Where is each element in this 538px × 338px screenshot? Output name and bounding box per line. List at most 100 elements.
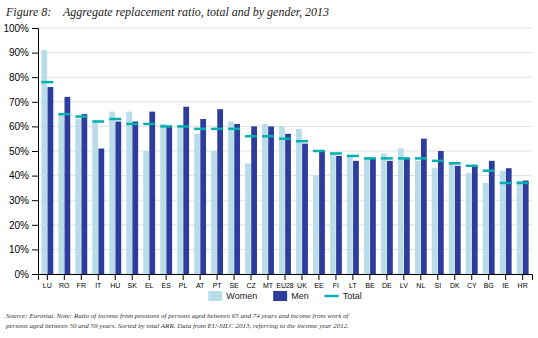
tick-mark — [234, 274, 235, 280]
total-tick — [75, 115, 87, 118]
tick: EU28 — [276, 274, 294, 289]
tick-label: 20% — [9, 220, 29, 231]
tick-mark — [403, 274, 404, 280]
total-tick — [160, 125, 172, 128]
bar — [466, 173, 472, 274]
chart: Figure 8: Aggregate replacement ratio, t… — [0, 0, 538, 338]
tick-label: CZ — [246, 282, 256, 289]
tick-label: PT — [213, 282, 223, 289]
tick: BG — [484, 274, 494, 289]
bar — [217, 109, 223, 274]
bar — [449, 163, 455, 274]
total-tick — [296, 140, 308, 143]
bar — [500, 171, 506, 274]
total-tick — [449, 162, 461, 165]
tick-mark — [352, 274, 353, 280]
bar — [438, 151, 444, 274]
tick: 10% — [9, 244, 38, 255]
legend-item: Women — [208, 291, 257, 301]
tick-mark — [488, 274, 489, 280]
bar — [109, 112, 115, 274]
tick-label: 60% — [9, 121, 29, 132]
tick-series — [41, 82, 528, 183]
tick-mark — [32, 77, 38, 78]
marks — [41, 50, 528, 274]
tick: MT — [263, 274, 274, 289]
tick: EE — [314, 274, 324, 289]
tick-mark — [454, 274, 455, 280]
tick: RO — [59, 274, 70, 289]
total-tick — [500, 182, 512, 185]
tick-mark — [81, 274, 82, 280]
bar — [336, 156, 342, 274]
tick-label: IE — [502, 282, 509, 289]
tick-label: 70% — [9, 97, 29, 108]
legend: WomenMenTotal — [208, 291, 361, 301]
annotation: persons aged between 50 and 59 years. So… — [5, 322, 349, 330]
total-tick — [381, 157, 393, 160]
tick-mark — [98, 274, 99, 280]
total-tick — [211, 128, 223, 131]
tick-mark — [437, 274, 438, 280]
axis-line — [32, 29, 39, 275]
tick-mark — [268, 274, 269, 280]
tick-label: SK — [128, 282, 138, 289]
tick-mark — [32, 53, 38, 54]
bar — [472, 166, 478, 274]
total-tick — [143, 123, 155, 126]
bar — [313, 176, 319, 274]
tick-label: 100% — [3, 23, 29, 34]
legend-label: Total — [343, 291, 362, 301]
total-tick — [517, 182, 529, 185]
tick: CY — [467, 274, 477, 289]
tick-label: LV — [400, 282, 408, 289]
tick-mark — [217, 274, 218, 280]
bar — [330, 153, 336, 274]
tick-mark — [471, 274, 472, 280]
tick-mark — [32, 176, 38, 177]
bar — [92, 121, 98, 274]
tick-mark — [251, 274, 252, 280]
tick-label: 80% — [9, 72, 29, 83]
tick: 70% — [9, 97, 38, 108]
tick-mark — [522, 274, 523, 280]
bar — [41, 50, 47, 274]
bar — [387, 161, 393, 274]
total-tick — [466, 165, 478, 168]
legend-swatch — [208, 291, 222, 301]
bar — [489, 161, 495, 274]
tick: AT — [196, 274, 205, 289]
total-tick — [245, 135, 257, 138]
tick: PT — [213, 274, 223, 289]
tick-mark — [200, 274, 201, 280]
total-tick — [194, 128, 206, 131]
tick-mark — [420, 274, 421, 280]
bar — [364, 158, 370, 274]
bar-series — [48, 87, 529, 274]
bar — [149, 112, 155, 274]
bar — [404, 158, 410, 274]
tick: FR — [77, 274, 86, 289]
tick-mark — [32, 274, 38, 275]
bar — [58, 114, 64, 274]
bar-series — [41, 50, 522, 274]
tick-mark — [32, 102, 38, 103]
bar — [285, 134, 291, 274]
bar — [48, 87, 54, 274]
y-axis: 0%10%20%30%40%50%60%70%80%90%100% — [3, 23, 38, 280]
tick-mark — [166, 274, 167, 280]
legend-label: Women — [226, 291, 257, 301]
tick: 20% — [9, 220, 38, 231]
tick-mark — [369, 274, 370, 280]
bar — [398, 149, 404, 274]
total-tick — [41, 81, 53, 84]
bar — [415, 161, 421, 274]
tick: UK — [297, 274, 307, 289]
bar — [75, 119, 81, 274]
tick-label: UK — [297, 282, 307, 289]
tick: 30% — [9, 195, 38, 206]
bar — [234, 124, 240, 274]
bar — [296, 129, 302, 274]
tick-mark — [32, 225, 38, 226]
bar — [160, 124, 166, 274]
